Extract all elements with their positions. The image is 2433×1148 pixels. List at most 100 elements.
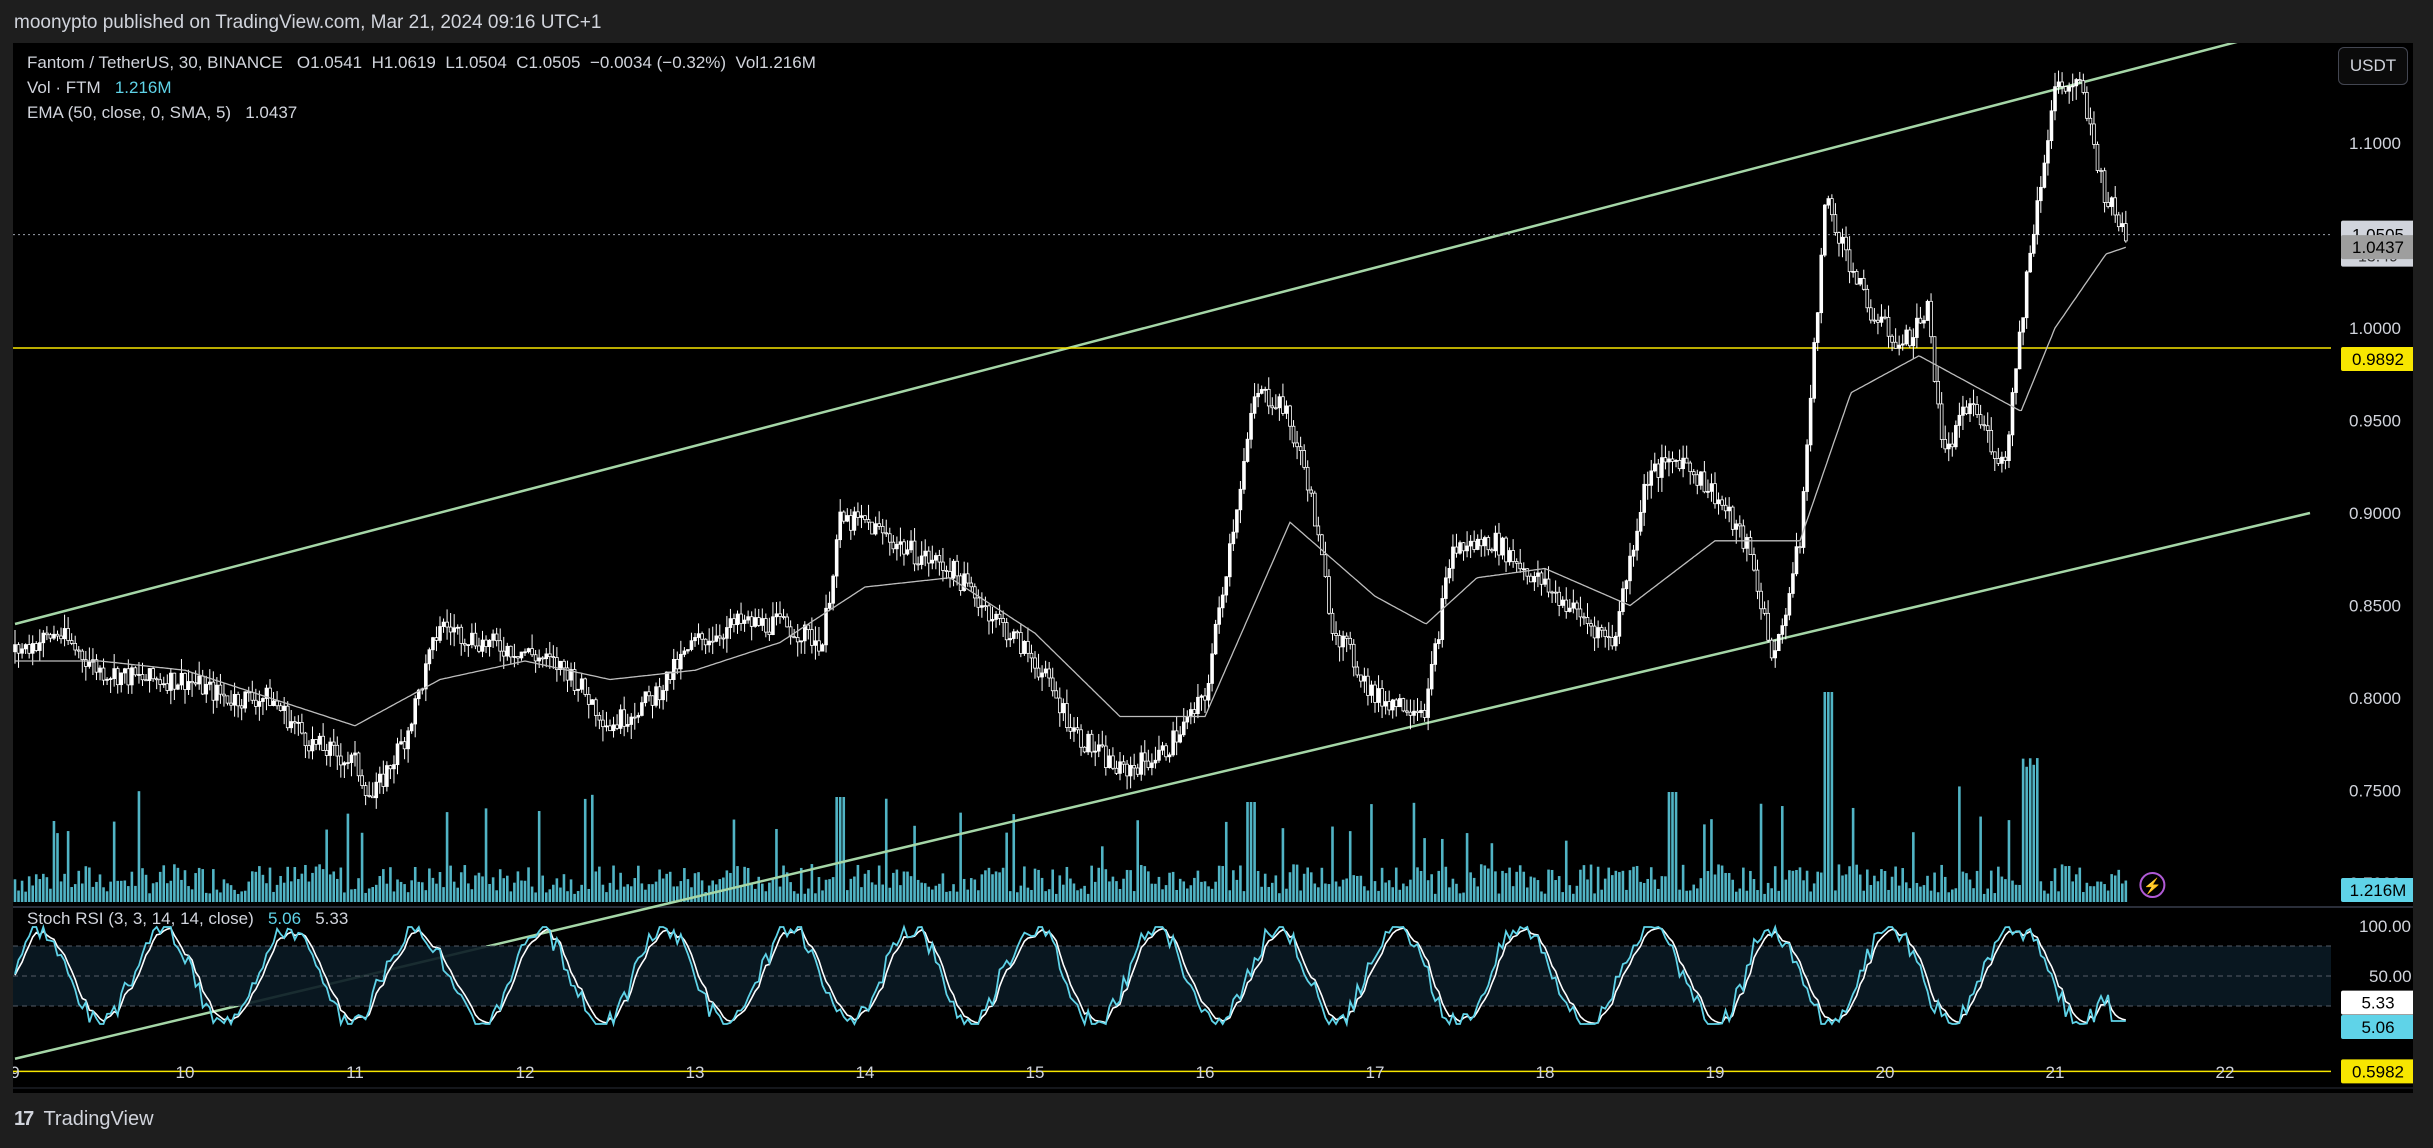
volume-bar <box>109 881 112 902</box>
volume-bar <box>807 888 810 902</box>
candle-body <box>388 765 393 770</box>
candle-body <box>1808 397 1813 446</box>
candle-body <box>1660 457 1664 478</box>
volume-bar <box>449 865 452 902</box>
volume-bar <box>863 873 867 902</box>
candle-body <box>962 573 966 591</box>
candle-body <box>1401 698 1406 712</box>
candle-body <box>1334 633 1338 636</box>
volume-bar <box>661 878 665 902</box>
candle-body <box>1493 532 1498 552</box>
volume-bar <box>1281 828 1285 902</box>
candle-body <box>1281 396 1285 414</box>
volume-bar <box>845 890 849 902</box>
volume-bar <box>268 867 272 902</box>
candle-body <box>268 687 272 706</box>
volume-bar <box>520 880 523 902</box>
volume-bar <box>1221 866 1225 902</box>
volume-bar <box>856 864 860 902</box>
volume-bar <box>151 883 155 902</box>
time-axis-tick: 9 <box>13 1063 20 1082</box>
candle-body <box>2056 81 2061 88</box>
volume-bar <box>215 889 219 902</box>
candle-body <box>856 511 860 518</box>
footer-brand[interactable]: 17 TradingView <box>14 1108 154 1131</box>
candle-body <box>1135 767 1140 775</box>
candle-body <box>1274 407 1278 410</box>
candle-body <box>1617 611 1622 637</box>
candle-body <box>1879 316 1884 323</box>
candle-body <box>909 540 913 551</box>
chart-svg[interactable]: 1.10001.05001.00000.95000.90000.85000.80… <box>13 43 2413 1093</box>
volume-bar <box>293 867 297 902</box>
volume-bar <box>219 892 222 902</box>
candle-body <box>1575 602 1579 610</box>
volume-bar <box>828 879 831 902</box>
volume-bar <box>906 871 909 902</box>
candle-body <box>1635 530 1639 551</box>
volume-bar <box>116 880 120 902</box>
volume-bar <box>1547 869 1550 902</box>
volume-bar <box>236 893 240 902</box>
volume-bar <box>899 885 902 902</box>
candle-body <box>2063 86 2068 92</box>
volume-bar <box>13 879 17 902</box>
volume-bar <box>1132 891 1136 902</box>
candle-body <box>402 741 407 750</box>
candle-body <box>1759 590 1763 610</box>
lightning-icon[interactable] <box>2139 872 2166 898</box>
candle-body <box>161 683 166 686</box>
volume-bar <box>307 881 311 902</box>
candle-body <box>629 716 634 725</box>
candle-body <box>1883 316 1887 319</box>
candle-body <box>1713 483 1717 505</box>
volume-bar <box>2106 890 2110 902</box>
candle-body <box>1008 638 1013 641</box>
candle-body <box>392 764 396 770</box>
volume-bar <box>318 864 321 902</box>
candle-body <box>866 519 871 523</box>
candle-body <box>817 640 821 652</box>
volume-bar <box>775 828 778 902</box>
candle-body <box>1752 554 1756 571</box>
volume-bar <box>1979 816 1982 902</box>
candle-body <box>1964 406 1969 415</box>
candle-body <box>147 668 152 681</box>
currency-button[interactable]: USDT <box>2338 47 2408 85</box>
candle-body <box>172 672 177 690</box>
low-value: L1.0504 <box>445 53 507 72</box>
candle-body <box>501 650 506 657</box>
volume-bar <box>1387 880 1391 902</box>
volume-bar <box>1851 807 1855 902</box>
candle-body <box>1490 549 1494 552</box>
candle-body <box>154 678 159 681</box>
candle-body <box>416 689 421 700</box>
volume-bar <box>1008 891 1012 902</box>
volume-bar <box>1072 883 1076 902</box>
candle-body <box>48 634 53 639</box>
candle-body <box>73 642 78 651</box>
candle-body <box>16 644 21 654</box>
candle-body <box>1394 699 1399 708</box>
candle-body <box>1252 396 1257 414</box>
volume-bar <box>1023 866 1026 902</box>
candle-body <box>664 671 669 691</box>
volume-bar <box>1097 867 1101 902</box>
candle-body <box>462 643 467 646</box>
candle-body <box>1256 392 1260 398</box>
volume-bar <box>2000 876 2004 902</box>
chart-area[interactable]: 1.10001.05001.00000.95000.90000.85000.80… <box>13 43 2413 1093</box>
volume-bar <box>1529 876 1533 902</box>
volume-bar <box>1232 870 1235 902</box>
volume-bar <box>923 883 927 902</box>
candle-body <box>424 663 428 690</box>
volume-bar <box>1504 873 1508 902</box>
candle-body <box>2109 197 2114 207</box>
candle-body <box>349 754 354 763</box>
candle-body <box>2007 434 2011 461</box>
candle-body <box>1040 672 1044 678</box>
candle-body <box>1915 317 1919 338</box>
volume-bar <box>1926 875 1929 902</box>
volume-bar <box>2067 865 2071 902</box>
candle-body <box>222 693 226 697</box>
